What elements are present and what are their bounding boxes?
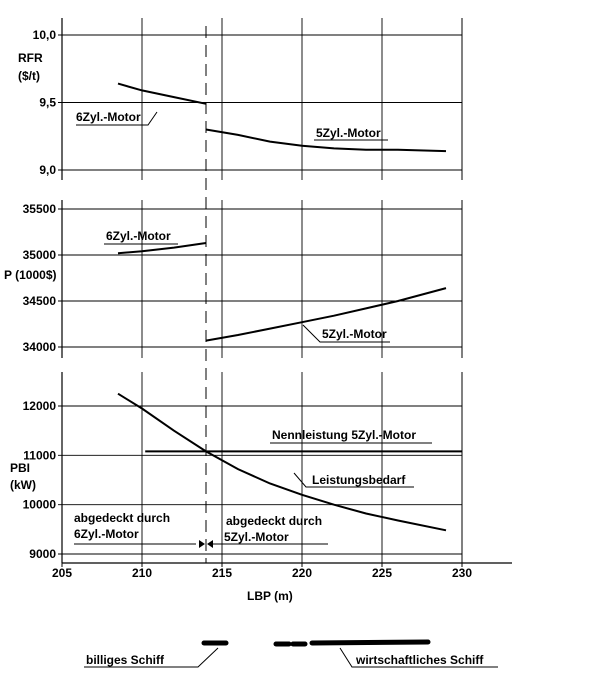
- y-tick-label: 35000: [23, 248, 57, 262]
- region-6zyl-label-2: 6Zyl.-Motor: [74, 527, 139, 541]
- price-5zyl-leader: [302, 324, 390, 343]
- rfr-axis-label: RFR: [18, 51, 43, 65]
- price-panel: 35500 35000 34500 34000: [23, 200, 463, 358]
- economic-ship-leader: [339, 647, 498, 668]
- power-panel: 12000 11000 10000 9000 205 210 215 220 225 230: [23, 372, 512, 580]
- y-tick-label: 10,0: [33, 28, 57, 42]
- price-axis-label: P (1000$): [4, 268, 56, 282]
- region-5zyl-label-1: abgedeckt durch: [226, 514, 322, 528]
- rfr-axis-unit: ($/t): [18, 69, 40, 83]
- y-tick-label: 12000: [23, 399, 57, 413]
- split-arrow-right: [207, 540, 213, 548]
- y-tick-label: 11000: [23, 448, 56, 462]
- economic-ship-label: wirtschaftliches Schiff: [355, 653, 484, 667]
- rated-power-label: Nennleistung 5Zyl.-Motor: [272, 428, 416, 442]
- y-tick-label: 35500: [23, 202, 57, 216]
- bottom-legend: billiges Schiff wirtschaftliches Schiff: [84, 639, 498, 668]
- x-tick-label: 210: [132, 566, 152, 580]
- x-tick-label: 225: [372, 566, 392, 580]
- series-line: [117, 242, 207, 255]
- leader-lines: [74, 111, 432, 545]
- region-5zyl-label-2: 5Zyl.-Motor: [224, 530, 289, 544]
- power-axis-label: PBI: [10, 461, 30, 475]
- rfr-5zyl-label: 5Zyl.-Motor: [316, 126, 381, 140]
- y-tick-label: 34500: [23, 294, 57, 308]
- rfr-6zyl-label: 6Zyl.-Motor: [76, 110, 141, 124]
- lbp-axis-label: LBP (m): [247, 589, 293, 603]
- x-tick-label: 215: [212, 566, 232, 580]
- power-axis-unit: (kW): [10, 478, 36, 492]
- power-demand-leader: [293, 472, 414, 488]
- y-tick-label: 10000: [23, 498, 57, 512]
- series-line: [117, 82, 207, 105]
- region-6zyl-label-1: abgedeckt durch: [74, 511, 170, 525]
- economic-ship-bar: [309, 639, 431, 646]
- price-6zyl-label: 6Zyl.-Motor: [106, 229, 171, 243]
- y-tick-label: 34000: [23, 340, 57, 354]
- split-line: [199, 26, 213, 563]
- rfr-panel: 10,0 9,5 9,0: [33, 18, 463, 180]
- y-tick-label: 9000: [29, 547, 56, 561]
- x-tick-label: 220: [292, 566, 312, 580]
- series-line: [117, 392, 447, 532]
- x-tick-label: 230: [452, 566, 472, 580]
- cheap-ship-label: billiges Schiff: [86, 653, 165, 667]
- split-arrow-left: [199, 540, 205, 548]
- y-tick-label: 9,0: [39, 163, 56, 177]
- x-tick-label: 205: [52, 566, 72, 580]
- y-tick-label: 9,5: [39, 96, 56, 110]
- series-line: [205, 287, 447, 342]
- cheap-ship-leader: [84, 647, 219, 668]
- series-line: [205, 128, 447, 153]
- rfr-6zyl-leader: [76, 111, 158, 126]
- power-demand-label: Leistungsbedarf: [312, 473, 406, 487]
- price-5zyl-label: 5Zyl.-Motor: [322, 327, 387, 341]
